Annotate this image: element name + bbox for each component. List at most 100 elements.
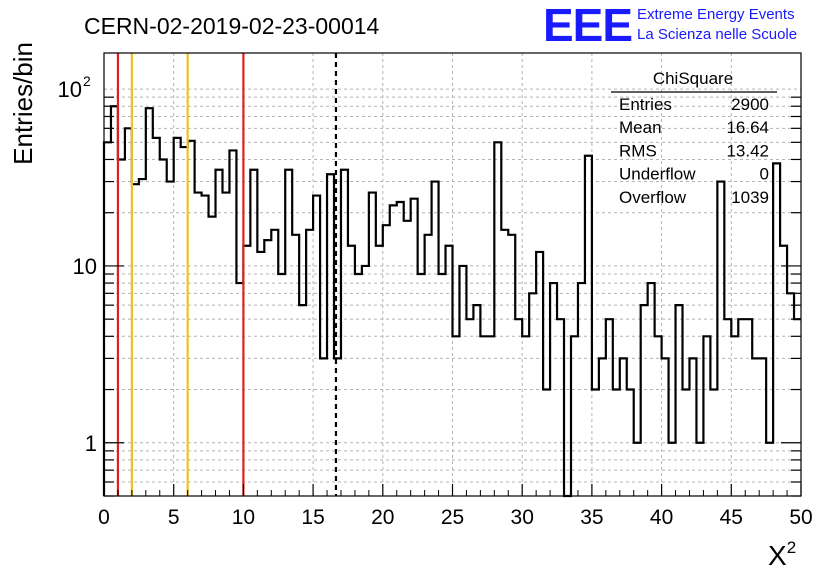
histogram-bin	[292, 235, 299, 496]
histogram-bin	[446, 246, 453, 496]
histogram-bin	[459, 266, 466, 496]
stats-row-label: Entries	[619, 95, 672, 114]
histogram-bin	[773, 163, 780, 496]
y-axis-label: Entries/bin	[8, 42, 38, 165]
histogram-bin	[550, 283, 557, 496]
stats-box: ChiSquare Entries 2900 Mean 16.64 RMS 13.42 Un…	[611, 69, 777, 207]
x-tick-label: 35	[580, 506, 603, 529]
histogram-bin	[648, 283, 655, 496]
histogram-bin	[167, 182, 174, 496]
histogram-bin	[759, 358, 766, 496]
histogram-bin	[508, 235, 515, 496]
histogram-bin	[250, 170, 257, 496]
histogram-bin	[418, 274, 425, 496]
x-tick-label: 5	[168, 506, 180, 529]
y-tick-label-sup: 2	[83, 73, 91, 89]
histogram-bin	[299, 305, 306, 496]
eee-logo-line2: La Scienza nelle Scuole	[637, 26, 797, 43]
histogram-bin	[585, 156, 592, 496]
histogram-bin	[160, 159, 167, 496]
histogram-bin	[320, 358, 327, 496]
histogram-bin	[620, 358, 627, 496]
histogram-bin	[578, 283, 585, 496]
x-tick-label: 10	[232, 506, 255, 529]
histogram-bin	[487, 336, 494, 496]
page-title: CERN-02-2019-02-23-00014	[84, 13, 380, 39]
histogram-bin	[355, 274, 362, 496]
histogram-bin	[271, 230, 278, 496]
histogram-layer	[102, 105, 801, 498]
histogram-bin	[195, 193, 202, 496]
histogram-bin	[536, 252, 543, 496]
histogram-bin	[738, 319, 745, 496]
histogram-bin	[278, 274, 285, 496]
y-tick-label: 10	[73, 254, 97, 279]
histogram-bin	[766, 443, 773, 496]
histogram-bin	[522, 336, 529, 496]
eee-logo-line1: Extreme Energy Events	[637, 6, 795, 23]
histogram-bin	[397, 202, 404, 496]
histogram-bin	[494, 142, 501, 496]
histogram-bin	[473, 305, 480, 496]
histogram-bin	[202, 196, 209, 496]
histogram-bin	[683, 390, 690, 496]
stats-row-value: 2900	[731, 95, 769, 114]
histogram-bin	[731, 336, 738, 496]
reference-lines-layer	[116, 53, 338, 496]
histogram-bin	[710, 390, 717, 496]
histogram-bin	[717, 182, 724, 496]
histogram-bin	[515, 319, 522, 496]
stats-row-label: Overflow	[619, 188, 687, 207]
stats-row-label: RMS	[619, 141, 657, 160]
histogram-bin	[257, 252, 264, 496]
histogram-bin	[501, 230, 508, 496]
x-tick-label: 20	[371, 506, 394, 529]
histogram-bin	[174, 138, 181, 496]
x-tick-label: 0	[98, 506, 110, 529]
histogram-bin	[606, 319, 613, 496]
histogram-bin	[571, 336, 578, 496]
x-tick-label: 25	[441, 506, 464, 529]
x-tick-label: 30	[511, 506, 534, 529]
histogram-bin	[327, 174, 334, 496]
histogram-bin	[390, 205, 397, 496]
y-tick-label: 10	[58, 77, 82, 102]
histogram-bin	[153, 138, 160, 496]
y-tick-label: 1	[85, 431, 97, 456]
histogram-bin	[425, 235, 432, 496]
stats-rows: Entries 2900 Mean 16.64 RMS 13.42 Underflow 0 Ov…	[619, 95, 769, 207]
histogram-series	[102, 105, 801, 498]
histogram-bin	[641, 305, 648, 496]
histogram-bin	[696, 443, 703, 496]
histogram-bin	[216, 170, 223, 496]
histogram-bin	[669, 443, 676, 496]
histogram-bin	[780, 246, 787, 496]
stats-row-value: 16.64	[726, 118, 769, 137]
histogram-bin	[466, 319, 473, 496]
histogram-bin	[794, 319, 801, 496]
histogram-bin	[703, 336, 710, 496]
x-tick-label: 50	[789, 506, 812, 529]
histogram-bin	[662, 358, 669, 496]
histogram-bin	[222, 193, 229, 496]
histogram-bin	[634, 443, 641, 496]
histogram-bin	[745, 319, 752, 496]
histogram-bin	[376, 246, 383, 496]
histogram-bin	[369, 193, 376, 496]
eee-logo: EEE Extreme Energy Events La Scienza nel…	[543, 0, 797, 51]
stats-row-value: 13.42	[726, 141, 769, 160]
histogram-bin	[362, 266, 369, 496]
x-axis-label: X2	[768, 538, 796, 571]
histogram-bin	[313, 196, 320, 496]
histogram-bin	[529, 293, 536, 496]
histogram-bin	[439, 274, 446, 496]
x-tick-label: 45	[720, 506, 743, 529]
histogram-bin	[724, 319, 731, 496]
stats-row-label: Mean	[619, 118, 662, 137]
stats-row-label: Underflow	[619, 165, 696, 184]
x-tick-label: 15	[301, 506, 324, 529]
x-axis-label-sup: 2	[787, 538, 796, 557]
histogram-bin	[306, 230, 313, 496]
